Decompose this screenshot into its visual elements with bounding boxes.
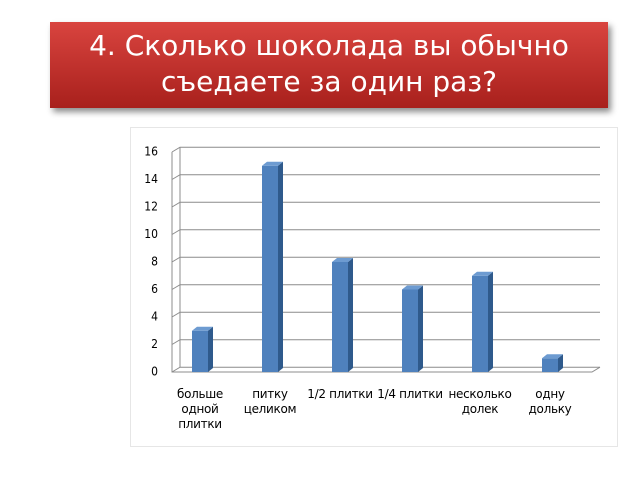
bar-face <box>472 275 488 372</box>
y-tick-label: 16 <box>144 145 158 159</box>
grid-line <box>171 201 600 208</box>
bar-face <box>348 258 353 372</box>
y-tick-label: 14 <box>144 172 158 186</box>
x-tick-label: одну дольку <box>528 387 572 416</box>
grid-line <box>171 174 600 180</box>
axis <box>171 147 601 373</box>
x-tick-label: 1/2 плитки <box>307 387 373 401</box>
y-tick-label: 10 <box>144 227 158 241</box>
y-tick-label: 0 <box>151 365 158 379</box>
bar-face <box>332 258 353 262</box>
bar-face <box>192 330 208 372</box>
y-tick-label: 8 <box>151 255 158 269</box>
bar-face <box>472 271 493 276</box>
bar <box>402 285 423 372</box>
title-banner: 4. Сколько шоколада вы обычно съедаете з… <box>50 22 608 108</box>
x-tick-label: несколько долек <box>448 387 512 416</box>
bar <box>472 271 493 372</box>
bar-face <box>192 326 213 331</box>
title-line: съедаете за один раз? <box>160 65 498 98</box>
title-line: 4. Сколько шоколада вы обычно <box>89 29 569 62</box>
bar <box>262 161 283 372</box>
bar-face <box>488 271 493 372</box>
bar-face <box>542 358 558 372</box>
chart-frame <box>130 127 618 447</box>
grid-line <box>171 366 600 373</box>
bar-face <box>262 165 278 372</box>
grid-line <box>171 229 600 235</box>
y-tick-label: 6 <box>151 282 158 296</box>
x-tick-label: питку целиком <box>243 387 297 416</box>
x-tick-label: 1/4 плитки <box>377 387 443 401</box>
y-tick-label: 2 <box>151 337 158 351</box>
bar-face <box>278 161 283 372</box>
bar-face <box>262 161 283 166</box>
bar <box>192 326 213 372</box>
bar-face <box>558 354 563 372</box>
bar-face <box>542 354 563 359</box>
x-tick-label: больше одной плитки <box>176 387 224 431</box>
bar <box>332 258 353 372</box>
bar-face <box>402 285 423 290</box>
grid-line <box>171 146 600 153</box>
bar-face <box>402 289 418 372</box>
y-tick-label: 4 <box>151 310 158 324</box>
y-tick-label: 12 <box>144 200 158 214</box>
grid-line <box>171 284 600 290</box>
grid-line <box>171 311 600 318</box>
bar-face <box>418 285 423 372</box>
grid-line <box>171 256 600 263</box>
bar <box>542 354 563 372</box>
bar-face <box>332 262 348 372</box>
bar-face <box>208 326 213 372</box>
grid-line <box>171 339 600 345</box>
